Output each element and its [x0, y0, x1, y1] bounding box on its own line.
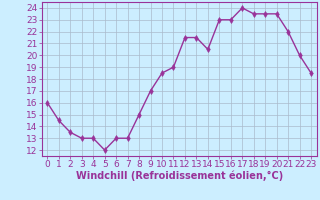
X-axis label: Windchill (Refroidissement éolien,°C): Windchill (Refroidissement éolien,°C)	[76, 171, 283, 181]
